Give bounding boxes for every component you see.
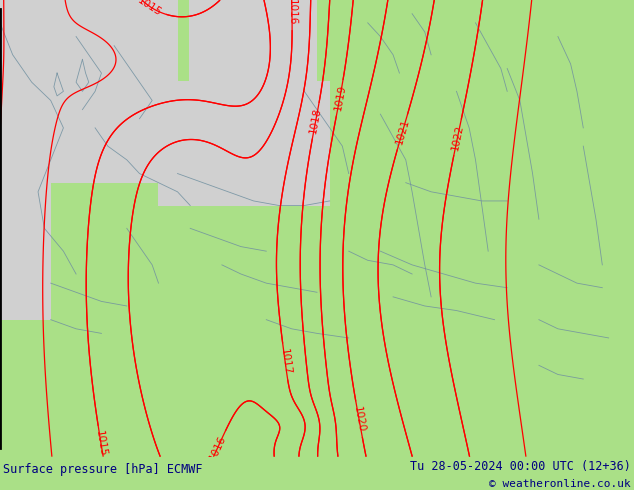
- Text: 1016: 1016: [287, 0, 297, 25]
- Text: 1015: 1015: [136, 0, 164, 18]
- Text: 1019: 1019: [332, 84, 347, 112]
- Text: 1016: 1016: [208, 434, 228, 462]
- Text: 1017: 1017: [278, 348, 292, 375]
- Text: 1020: 1020: [352, 405, 366, 433]
- Text: 1018: 1018: [308, 107, 323, 135]
- Text: Tu 28-05-2024 00:00 UTC (12+36): Tu 28-05-2024 00:00 UTC (12+36): [410, 460, 631, 472]
- Text: Surface pressure [hPa] ECMWF: Surface pressure [hPa] ECMWF: [3, 463, 203, 476]
- Text: 1022: 1022: [450, 123, 465, 151]
- Text: 1015: 1015: [94, 430, 108, 458]
- Text: © weatheronline.co.uk: © weatheronline.co.uk: [489, 479, 631, 489]
- Text: 1021: 1021: [394, 118, 411, 146]
